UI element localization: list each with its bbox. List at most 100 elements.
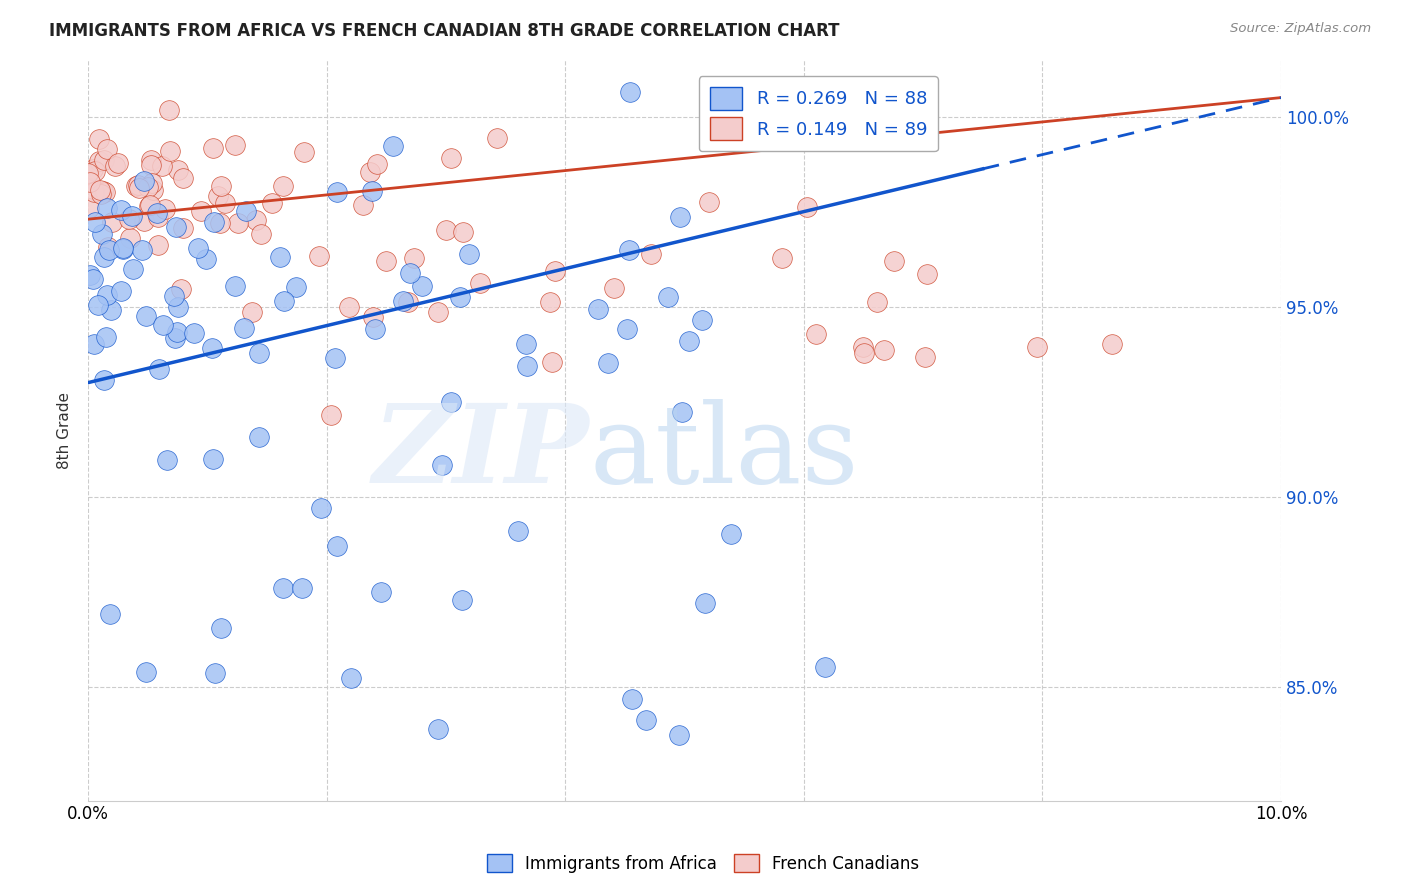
- Immigrants from Africa: [235, 204, 257, 219]
- French Canadians: [1025, 340, 1047, 354]
- French Canadians: [82, 161, 104, 176]
- Immigrants from Africa: [391, 293, 413, 308]
- Immigrants from Africa: [616, 322, 638, 336]
- French Canadians: [468, 277, 491, 291]
- Legend: R = 0.269   N = 88, R = 0.149   N = 89: R = 0.269 N = 88, R = 0.149 N = 89: [699, 76, 938, 152]
- French Canadians: [540, 355, 562, 369]
- French Canadians: [152, 159, 174, 173]
- Immigrants from Africa: [398, 266, 420, 280]
- Immigrants from Africa: [671, 405, 693, 419]
- French Canadians: [271, 179, 294, 194]
- French Canadians: [363, 310, 385, 325]
- Immigrants from Africa: [273, 294, 295, 309]
- French Canadians: [852, 346, 875, 360]
- French Canadians: [1101, 336, 1123, 351]
- French Canadians: [83, 164, 105, 178]
- French Canadians: [128, 180, 150, 194]
- Immigrants from Africa: [370, 585, 392, 599]
- French Canadians: [209, 178, 232, 193]
- French Canadians: [603, 281, 626, 295]
- Immigrants from Africa: [247, 430, 270, 444]
- French Canadians: [852, 340, 875, 354]
- French Canadians: [202, 141, 225, 155]
- Y-axis label: 8th Grade: 8th Grade: [58, 392, 72, 468]
- Immigrants from Africa: [93, 373, 115, 387]
- French Canadians: [89, 183, 111, 197]
- Immigrants from Africa: [146, 206, 169, 220]
- Immigrants from Africa: [135, 310, 157, 324]
- Immigrants from Africa: [110, 284, 132, 298]
- French Canadians: [139, 153, 162, 168]
- French Canadians: [77, 201, 100, 215]
- Immigrants from Africa: [657, 290, 679, 304]
- French Canadians: [699, 195, 721, 210]
- French Canadians: [804, 327, 827, 342]
- Immigrants from Africa: [323, 351, 346, 366]
- French Canadians: [226, 216, 249, 230]
- French Canadians: [214, 196, 236, 211]
- Immigrants from Africa: [432, 458, 454, 472]
- Immigrants from Africa: [187, 241, 209, 255]
- Immigrants from Africa: [411, 278, 433, 293]
- Immigrants from Africa: [440, 394, 463, 409]
- Immigrants from Africa: [121, 209, 143, 223]
- Immigrants from Africa: [135, 665, 157, 679]
- French Canadians: [148, 210, 170, 224]
- French Canadians: [245, 212, 267, 227]
- Immigrants from Africa: [516, 359, 538, 373]
- French Canadians: [427, 305, 450, 319]
- French Canadians: [136, 180, 159, 194]
- Immigrants from Africa: [450, 592, 472, 607]
- French Canadians: [141, 177, 163, 191]
- Immigrants from Africa: [506, 524, 529, 539]
- French Canadians: [770, 252, 793, 266]
- Immigrants from Africa: [209, 621, 232, 635]
- Immigrants from Africa: [96, 288, 118, 302]
- French Canadians: [260, 195, 283, 210]
- French Canadians: [337, 301, 360, 315]
- Immigrants from Africa: [98, 243, 121, 257]
- French Canadians: [207, 189, 229, 203]
- French Canadians: [117, 211, 139, 226]
- French Canadians: [883, 254, 905, 268]
- Immigrants from Africa: [202, 451, 225, 466]
- Immigrants from Africa: [98, 607, 121, 622]
- Immigrants from Africa: [148, 362, 170, 376]
- Immigrants from Africa: [233, 321, 256, 335]
- French Canadians: [87, 132, 110, 146]
- Immigrants from Africa: [165, 219, 187, 234]
- Immigrants from Africa: [669, 210, 692, 224]
- Immigrants from Africa: [183, 326, 205, 340]
- Immigrants from Africa: [152, 318, 174, 332]
- Immigrants from Africa: [194, 252, 217, 266]
- Immigrants from Africa: [111, 242, 134, 256]
- French Canadians: [544, 264, 567, 278]
- French Canadians: [915, 267, 938, 281]
- French Canadians: [148, 238, 170, 252]
- Text: IMMIGRANTS FROM AFRICA VS FRENCH CANADIAN 8TH GRADE CORRELATION CHART: IMMIGRANTS FROM AFRICA VS FRENCH CANADIA…: [49, 22, 839, 40]
- Legend: Immigrants from Africa, French Canadians: Immigrants from Africa, French Canadians: [481, 847, 925, 880]
- French Canadians: [139, 158, 162, 172]
- Immigrants from Africa: [325, 539, 347, 553]
- French Canadians: [97, 240, 120, 254]
- French Canadians: [396, 295, 419, 310]
- French Canadians: [434, 223, 457, 237]
- Immigrants from Africa: [96, 202, 118, 216]
- Immigrants from Africa: [93, 250, 115, 264]
- French Canadians: [124, 178, 146, 193]
- Immigrants from Africa: [91, 227, 114, 241]
- Immigrants from Africa: [449, 290, 471, 304]
- Immigrants from Africa: [83, 215, 105, 229]
- Immigrants from Africa: [340, 672, 363, 686]
- French Canadians: [157, 103, 180, 117]
- French Canadians: [93, 153, 115, 168]
- French Canadians: [87, 153, 110, 168]
- French Canadians: [172, 171, 194, 186]
- French Canadians: [485, 130, 508, 145]
- French Canadians: [127, 178, 149, 192]
- Immigrants from Africa: [515, 337, 537, 351]
- French Canadians: [118, 231, 141, 245]
- Immigrants from Africa: [326, 186, 349, 200]
- French Canadians: [292, 145, 315, 160]
- Immigrants from Africa: [693, 596, 716, 610]
